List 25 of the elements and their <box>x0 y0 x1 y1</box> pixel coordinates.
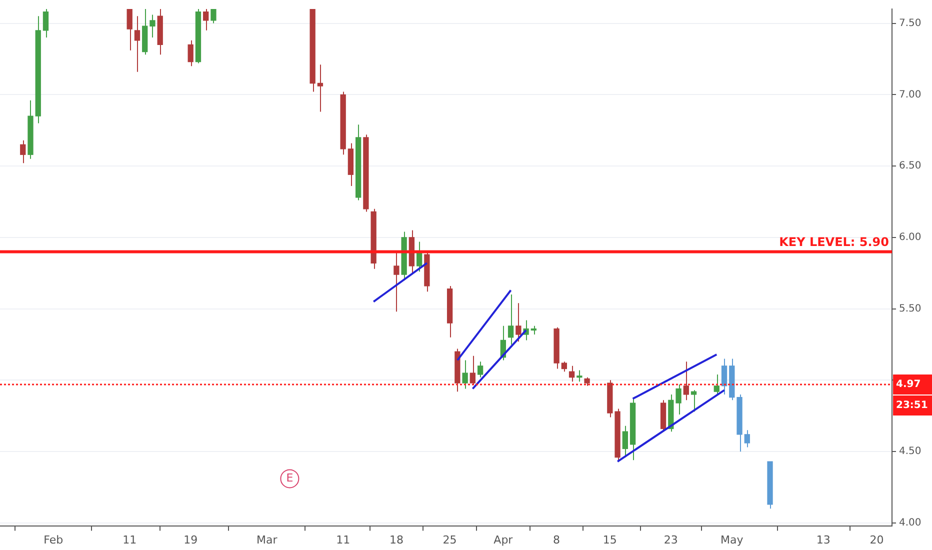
y-tick-label: 4.00 <box>899 518 922 529</box>
annotation: E <box>286 472 294 485</box>
x-tick-label: 25 <box>442 533 457 546</box>
x-tick-label: 11 <box>122 533 137 546</box>
ref-line-label: KEY LEVEL: 5.90 <box>779 234 889 249</box>
x-tick-label: Apr <box>494 533 514 546</box>
y-tick-label: 6.00 <box>899 232 922 244</box>
x-tick-label: 18 <box>389 533 404 546</box>
x-tick-label: 8 <box>553 533 560 546</box>
x-tick-label: 13 <box>816 533 830 546</box>
ref-line-label: 4.97 <box>896 379 921 390</box>
x-tick-label: May <box>720 533 744 546</box>
x-tick-label: 19 <box>184 533 198 546</box>
x-tick-label: Mar <box>256 533 278 546</box>
y-tick-label: 7.50 <box>899 18 922 29</box>
y-tick-label: 5.50 <box>899 303 922 314</box>
y-tick-label: 7.00 <box>899 89 922 100</box>
y-tick-label: 4.50 <box>899 446 922 458</box>
x-tick-label: 20 <box>870 533 884 546</box>
x-tick-label: 15 <box>602 533 617 546</box>
text: 23:51 <box>896 400 928 412</box>
x-tick-label: 23 <box>664 533 678 546</box>
y-tick-label: 6.50 <box>899 160 922 172</box>
x-tick-label: Feb <box>44 533 64 546</box>
x-tick-label: 11 <box>336 533 350 546</box>
